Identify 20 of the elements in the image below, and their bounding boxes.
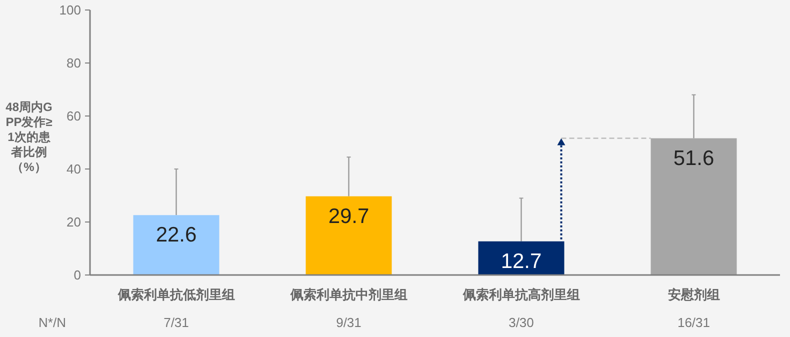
text: 7/31: [164, 315, 189, 330]
x-tick-label: 佩索利单抗高剂里组: [462, 287, 580, 302]
text: 3/30: [508, 315, 534, 330]
text: N*/N: [38, 315, 66, 330]
x-tick-label: 佩索利单抗中剂里组: [289, 287, 408, 302]
y-axis-title: 48周内GPP发作≥1次的患者比例（%）: [4, 100, 54, 175]
data-label: 51.6: [673, 146, 714, 170]
y-tick-label: 100: [59, 2, 81, 18]
y-tick-label: 80: [66, 56, 81, 70]
y-tick-label: 60: [66, 108, 81, 124]
x-tick-label: 安慰剂组: [668, 287, 720, 302]
data-label: 29.7: [328, 204, 370, 228]
y-tick-label: 40: [66, 162, 81, 176]
x-tick-label: 佩索利单抗低剂里组: [116, 287, 235, 302]
text: 9/31: [336, 315, 362, 330]
data-label: 22.6: [156, 224, 197, 247]
y-tick-label: 0: [74, 268, 81, 282]
data-label: 12.7: [500, 250, 542, 273]
text: 16/31: [677, 315, 710, 330]
y-tick-label: 20: [66, 214, 81, 230]
